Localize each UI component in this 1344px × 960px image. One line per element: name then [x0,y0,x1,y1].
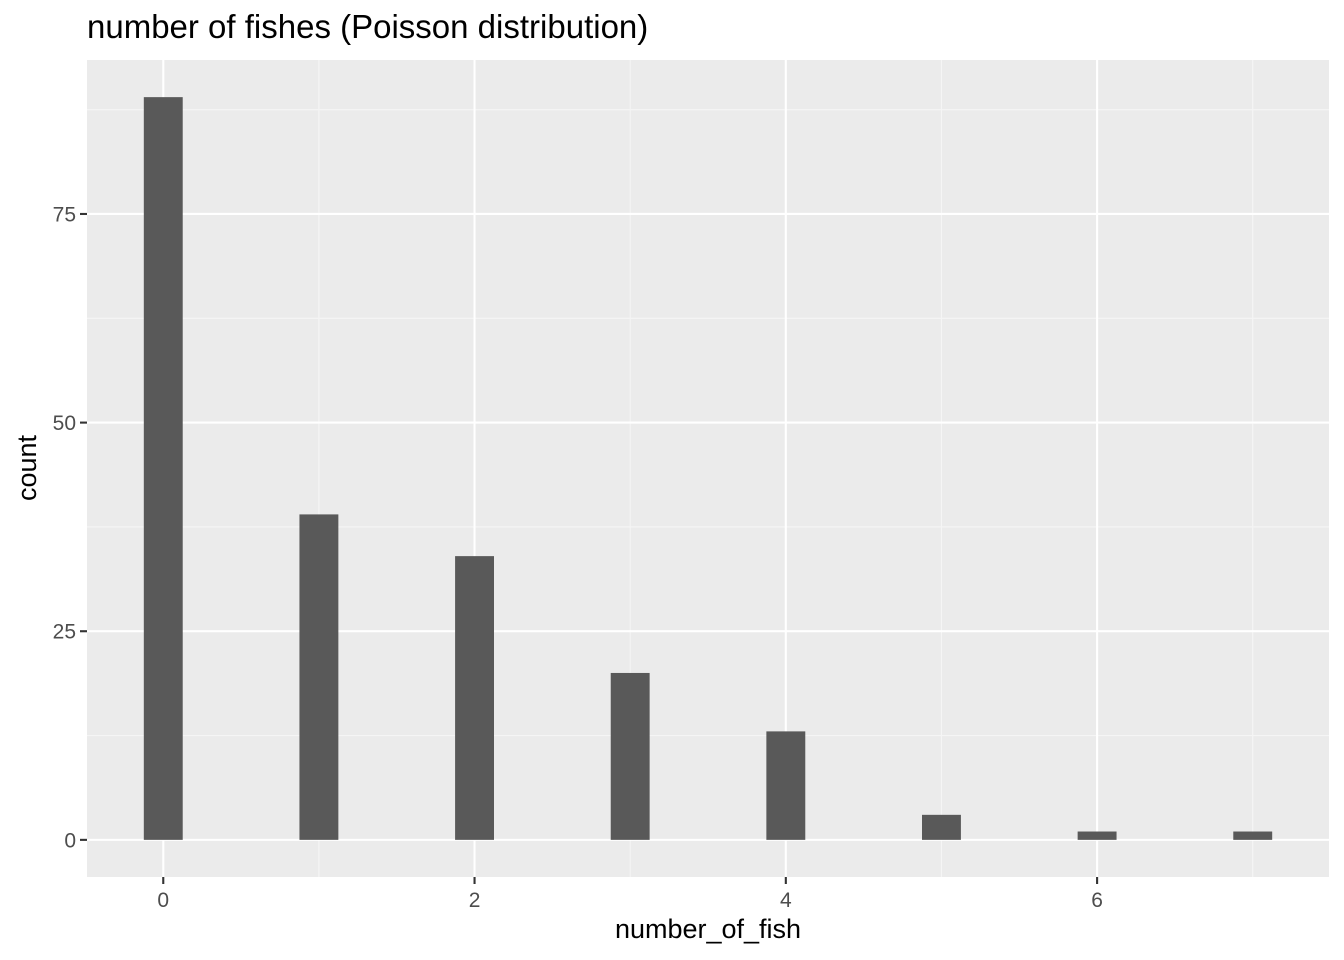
bar-0 [143,97,183,840]
x-tick-label: 0 [157,889,169,912]
y-axis: 0 25 50 75 [53,203,87,852]
y-tick-label: 0 [64,829,76,852]
plot-panel [87,60,1329,877]
bar-4 [766,731,806,840]
bars [143,97,1273,840]
x-axis-title: number_of_fish [615,914,801,944]
minor-grid [87,60,1329,877]
bar-5 [922,814,961,840]
bar-1 [299,514,339,840]
y-tick-label: 25 [53,621,76,644]
bar-2 [455,556,494,840]
chart-title: number of fishes (Poisson distribution) [87,8,648,45]
x-tick-label: 4 [780,889,792,912]
x-axis: 0 2 4 6 [157,877,1103,912]
x-tick-label: 2 [469,889,481,912]
y-tick-label: 75 [53,203,76,226]
bar-3 [610,672,650,840]
y-axis-title: count [12,434,42,501]
bar-6 [1077,831,1117,840]
y-tick-label: 50 [53,412,76,435]
bar-7 [1233,831,1273,840]
x-tick-label: 6 [1091,889,1103,912]
